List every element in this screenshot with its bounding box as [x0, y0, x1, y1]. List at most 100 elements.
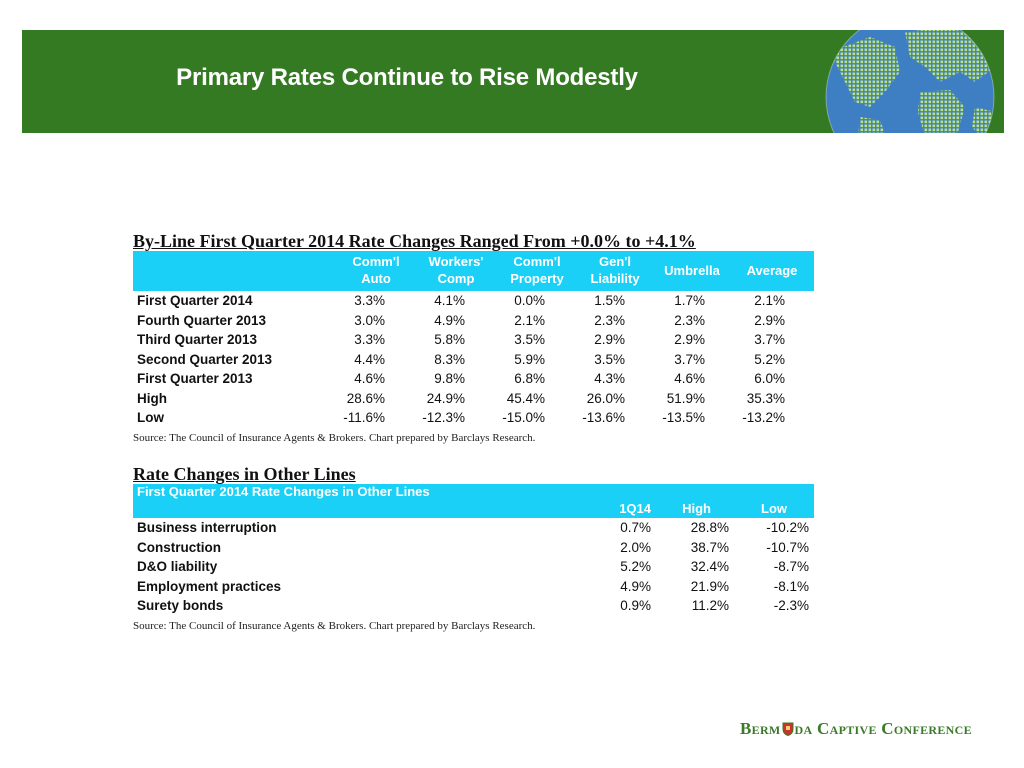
globe-icon — [825, 30, 995, 133]
header-average: Average — [746, 263, 798, 278]
cell: 3.0% — [354, 312, 385, 328]
cell: -2.3% — [773, 598, 809, 613]
row-label: Business interruption — [137, 520, 277, 535]
cell: 0.9% — [620, 598, 651, 613]
header-1q14: 1Q14 — [619, 501, 651, 516]
table2-title: Rate Changes in Other Lines — [133, 464, 356, 484]
cell: 5.2% — [754, 351, 785, 367]
crest-icon — [782, 722, 794, 736]
table-row: First Quarter 2013 4.6% 9.8% 6.8% 4.3% 4… — [133, 369, 814, 389]
header-low: Low — [761, 501, 787, 516]
cell: 35.3% — [746, 390, 785, 406]
cell: 2.3% — [674, 312, 705, 328]
title-banner: Primary Rates Continue to Rise Modestly — [22, 30, 1004, 133]
cell: 2.3% — [594, 312, 625, 328]
row-label: Fourth Quarter 2013 — [137, 312, 267, 328]
table2-header: First Quarter 2014 Rate Changes in Other… — [133, 484, 814, 518]
row-label: Third Quarter 2013 — [137, 332, 258, 347]
row-label: High — [137, 390, 167, 406]
cell: 6.0% — [754, 371, 785, 386]
header-comml-auto: Comm'l Auto — [352, 254, 400, 286]
cell: 45.4% — [506, 390, 545, 406]
cell: 24.9% — [426, 390, 465, 406]
cell: 2.9% — [594, 332, 625, 347]
cell: -10.2% — [766, 520, 809, 535]
cell: 1.7% — [674, 293, 705, 308]
table-row: D&O liability 5.2% 32.4% -8.7% — [133, 557, 814, 577]
cell: 5.9% — [514, 351, 545, 367]
table1-header: Comm'l Auto Workers' Comp Comm'l Property G… — [133, 251, 814, 291]
by-line-rate-table: By-Line First Quarter 2014 Rate Changes … — [133, 231, 814, 444]
table-row: First Quarter 2014 3.3% 4.1% 0.0% 1.5% 1… — [133, 291, 814, 311]
table2-source: Source: The Council of Insurance Agents … — [133, 619, 536, 632]
table-row: Business interruption 0.7% 28.8% -10.2% — [133, 518, 814, 538]
header-workers-comp: Workers' Comp — [428, 254, 484, 286]
cell: 4.1% — [434, 293, 465, 308]
table-row: Low -11.6% -12.3% -15.0% -13.6% -13.5% -… — [133, 408, 814, 428]
cell: 38.7% — [690, 539, 729, 555]
table-row: Construction 2.0% 38.7% -10.7% — [133, 538, 814, 558]
cell: 2.0% — [620, 539, 651, 555]
cell: 2.1% — [754, 293, 785, 308]
cell: 3.7% — [674, 351, 705, 367]
cell: 2.1% — [514, 312, 545, 328]
table-row: Third Quarter 2013 3.3% 5.8% 3.5% 2.9% 2… — [133, 330, 814, 350]
row-label: First Quarter 2014 — [137, 293, 253, 308]
table1-source: Source: The Council of Insurance Agents … — [133, 431, 536, 444]
cell: 4.6% — [354, 371, 385, 386]
cell: 3.7% — [754, 332, 785, 347]
table-row: Second Quarter 2013 4.4% 8.3% 5.9% 3.5% … — [133, 350, 814, 370]
cell: 26.0% — [586, 390, 625, 406]
slide-title: Primary Rates Continue to Rise Modestly — [176, 64, 638, 91]
header-high: High — [682, 501, 711, 516]
row-label: Construction — [137, 539, 221, 555]
header-umbrella: Umbrella — [664, 263, 720, 278]
cell: -11.6% — [343, 410, 385, 425]
cell: 2.9% — [754, 312, 785, 328]
cell: 0.0% — [514, 293, 545, 308]
row-label: Surety bonds — [137, 598, 224, 613]
cell: 5.8% — [434, 332, 465, 347]
header-comml-property: Comm'l Property — [510, 254, 564, 286]
table-row: Fourth Quarter 2013 3.0% 4.9% 2.1% 2.3% … — [133, 311, 814, 331]
cell: 21.9% — [690, 578, 729, 594]
table-row: High 28.6% 24.9% 45.4% 26.0% 51.9% 35.3% — [133, 389, 814, 409]
table-row: Surety bonds 0.9% 11.2% -2.3% — [133, 596, 814, 616]
cell: 28.8% — [690, 520, 729, 535]
cell: 6.8% — [514, 371, 545, 386]
cell: 28.6% — [346, 390, 385, 406]
cell: -15.0% — [502, 410, 545, 425]
cell: 3.3% — [354, 293, 385, 308]
row-label: Second Quarter 2013 — [137, 351, 273, 367]
row-label: Employment practices — [137, 578, 282, 594]
row-label: First Quarter 2013 — [137, 371, 253, 386]
cell: -13.6% — [582, 410, 625, 425]
table-row: Employment practices 4.9% 21.9% -8.1% — [133, 577, 814, 597]
cell: 0.7% — [620, 520, 651, 535]
cell: 2.9% — [674, 332, 705, 347]
cell: 1.5% — [594, 293, 625, 308]
cell: 11.2% — [691, 598, 729, 613]
cell: 51.9% — [666, 390, 705, 406]
table1-title: By-Line First Quarter 2014 Rate Changes … — [133, 231, 696, 251]
other-lines-rate-table: Rate Changes in Other Lines First Quarte… — [133, 464, 814, 632]
cell: -12.3% — [422, 410, 465, 425]
cell: 4.9% — [434, 312, 465, 328]
cell: 4.3% — [594, 371, 625, 386]
cell: -8.7% — [773, 559, 809, 574]
cell: 4.9% — [620, 578, 651, 594]
cell: -10.7% — [766, 539, 809, 555]
cell: 3.3% — [354, 332, 385, 347]
cell: -13.2% — [742, 410, 785, 425]
header-genl-liability: Gen'l Liability — [590, 254, 640, 286]
cell: 3.5% — [594, 351, 625, 367]
table2-subtitle: First Quarter 2014 Rate Changes in Other… — [137, 484, 430, 499]
cell: -13.5% — [662, 410, 705, 425]
cell: 4.4% — [354, 351, 385, 367]
cell: 8.3% — [434, 351, 465, 367]
row-label: Low — [137, 410, 164, 425]
cell: 3.5% — [514, 332, 545, 347]
cell: 4.6% — [674, 371, 705, 386]
cell: 9.8% — [434, 371, 465, 386]
row-label: D&O liability — [137, 559, 218, 574]
